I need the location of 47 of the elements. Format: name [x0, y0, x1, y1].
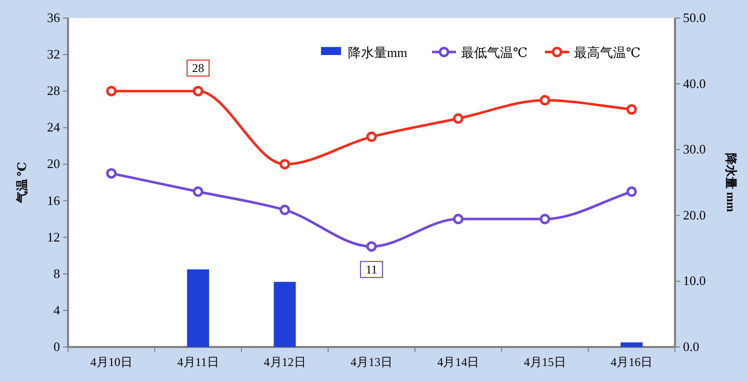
annotation: 11 — [366, 262, 378, 276]
point — [280, 204, 290, 216]
x-tick-label: 4月12日 — [264, 355, 306, 369]
point — [626, 104, 637, 115]
x-tick-label: 4月10日 — [90, 355, 132, 369]
y-tick-label: 20 — [47, 156, 60, 172]
y2-tick-label: 40.0 — [683, 76, 706, 91]
legend-label: 最高气温℃ — [574, 45, 641, 60]
point — [452, 113, 464, 124]
annotation: 28 — [192, 61, 204, 76]
y-tick-label: 16 — [47, 192, 60, 208]
bar — [274, 282, 296, 347]
y-tick-label: 32 — [47, 46, 60, 62]
x-tick-label: 4月11日 — [177, 355, 219, 369]
point — [106, 168, 117, 179]
point — [540, 214, 550, 224]
y-tick-label: 24 — [47, 120, 60, 135]
point — [192, 86, 204, 96]
y2-tick-label: 30.0 — [683, 142, 706, 157]
y-tick-label: 28 — [47, 83, 60, 98]
y-tick-label: 12 — [47, 229, 60, 244]
y2-tick-label: 50.0 — [683, 10, 706, 25]
x-tick-label: 4月14日 — [437, 355, 480, 369]
y-axis-title: 气温 ℃ — [15, 162, 29, 204]
x-tick-label: 4月13日 — [350, 355, 392, 369]
bar — [187, 269, 210, 347]
bar — [620, 342, 643, 347]
legend-label: 最低气温℃ — [461, 45, 528, 60]
point — [192, 186, 204, 197]
y-tick-label: 36 — [47, 10, 60, 25]
y2-axis-title: 降水量 mm — [724, 153, 738, 212]
y-tick-label: 0 — [54, 339, 60, 354]
point — [540, 95, 550, 106]
y2-tick-label: 0.0 — [683, 339, 700, 354]
point — [280, 158, 290, 170]
point — [366, 132, 377, 142]
point — [626, 186, 637, 197]
y2-tick-label: 20.0 — [683, 207, 706, 222]
legend-label: 降水量mm — [348, 45, 408, 60]
y-tick-label: 4 — [54, 302, 60, 318]
x-tick-label: 4月16日 — [610, 355, 653, 369]
y-tick-label: 8 — [54, 266, 60, 281]
x-tick-label: 4月15日 — [524, 355, 566, 369]
point — [106, 86, 117, 96]
point — [452, 214, 464, 224]
y2-tick-label: 10.0 — [683, 273, 706, 288]
point — [366, 241, 377, 252]
